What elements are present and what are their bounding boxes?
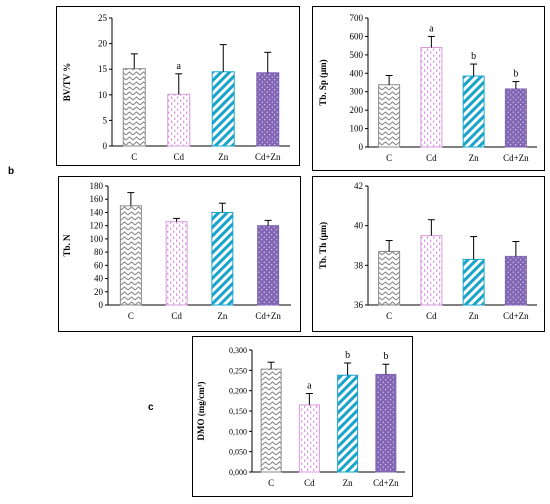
y-tick-label: 15	[98, 64, 108, 74]
y-axis-label: DMO (mg/cm³)	[196, 382, 206, 441]
y-tick-label: 0	[99, 300, 104, 310]
y-tick-label: 40	[354, 221, 364, 231]
x-tick-label: Cd+Zn	[255, 152, 281, 162]
y-tick-label: 0,050	[229, 448, 247, 457]
y-tick-label: 0,200	[229, 387, 247, 396]
x-tick-label: Zn	[218, 152, 228, 162]
y-axis-label: BV/TV %	[62, 63, 72, 102]
bar-cd-zn	[504, 255, 527, 306]
bar-cd	[420, 235, 443, 306]
bar-zn	[337, 374, 359, 473]
bar-zn	[462, 258, 485, 306]
x-tick-label: Cd+Zn	[373, 478, 399, 488]
x-tick-label: C	[386, 311, 392, 321]
y-tick-label: 0,000	[229, 468, 247, 477]
x-tick-label: Zn	[217, 311, 227, 321]
y-tick-label: 40	[94, 274, 104, 284]
x-tick-label: C	[131, 152, 137, 162]
y-tick-label: 42	[354, 181, 363, 191]
y-tick-label: 700	[350, 13, 364, 23]
x-tick-label: Cd+Zn	[503, 153, 529, 163]
x-tick-label: Zn	[343, 478, 353, 488]
bar-cd	[165, 221, 188, 306]
y-tick-label: 600	[350, 31, 364, 41]
bar-zn	[211, 211, 234, 306]
x-tick-label: Zn	[469, 311, 479, 321]
x-tick-label: Cd	[173, 152, 184, 162]
chart-bv-tv: 0 5 10 15 20 25 BV/TV % Ca Cd Zn Cd+Zn	[56, 6, 300, 166]
chart-tb-th: 36 38 40 42 Tb. Th (μm) C Cd Zn Cd+Zn	[312, 176, 545, 332]
y-tick-label: 200	[350, 105, 364, 115]
significance-label: a	[177, 61, 182, 72]
y-axis-label: Tb. Th (μm)	[318, 222, 328, 269]
y-tick-label: 0,100	[229, 427, 247, 436]
bar-zn	[462, 75, 485, 148]
bar-c	[378, 84, 401, 148]
y-tick-label: 20	[98, 39, 108, 49]
x-tick-label: Zn	[469, 153, 479, 163]
bar-cd	[298, 404, 320, 473]
y-tick-label: 0,300	[229, 346, 247, 355]
y-tick-label: 140	[90, 207, 104, 217]
significance-label: b	[513, 69, 518, 80]
bar-c	[119, 205, 142, 306]
y-tick-label: 25	[98, 13, 108, 23]
y-tick-label: 0,250	[229, 366, 247, 375]
x-tick-label: Cd	[171, 311, 182, 321]
y-tick-label: 10	[98, 90, 108, 100]
panel-label-c: c	[148, 402, 154, 413]
y-tick-label: 300	[350, 87, 364, 97]
significance-label: b	[345, 350, 350, 361]
panel-label-b: b	[8, 166, 15, 177]
chart-tb-sp: 0 100 200 300 400 500 600 700 Tb. Sp (μm) Ca Cd b Zn…	[312, 6, 545, 171]
x-tick-label: C	[386, 153, 392, 163]
y-tick-label: 0	[103, 141, 108, 151]
x-tick-label: Cd	[426, 153, 437, 163]
bar-cd-zn	[375, 373, 397, 473]
significance-label: b	[383, 351, 388, 362]
y-tick-label: 5	[103, 115, 108, 125]
chart-tb-n: 0 20 40 60 80 100 120 140 160 180 Tb. N C Cd Zn Cd+Zn	[58, 176, 301, 332]
y-tick-label: 20	[94, 287, 104, 297]
bar-c	[122, 68, 146, 147]
y-tick-label: 120	[90, 221, 104, 231]
significance-label: b	[471, 51, 476, 62]
y-tick-label: 180	[90, 181, 104, 191]
significance-label: a	[429, 23, 434, 34]
y-tick-label: 500	[350, 50, 364, 60]
y-axis-label: Tb. Sp (μm)	[318, 59, 328, 105]
y-tick-label: 0	[359, 142, 364, 152]
bar-cd-zn	[504, 88, 527, 148]
y-tick-label: 160	[90, 194, 104, 204]
y-tick-label: 60	[94, 260, 104, 270]
bar-c	[260, 368, 282, 473]
y-tick-label: 100	[90, 234, 104, 244]
bar-cd-zn	[257, 225, 280, 306]
y-tick-label: 400	[350, 68, 364, 78]
y-tick-label: 38	[354, 260, 364, 270]
y-tick-label: 80	[94, 247, 104, 257]
bar-cd	[167, 93, 191, 147]
y-tick-label: 0,150	[229, 407, 247, 416]
y-tick-label: 100	[350, 124, 364, 134]
x-tick-label: C	[268, 478, 274, 488]
y-axis-label: Tb. N	[62, 234, 72, 257]
bar-cd-zn	[256, 72, 280, 147]
bar-c	[378, 250, 401, 306]
x-tick-label: Cd	[304, 478, 315, 488]
significance-label: a	[307, 381, 312, 392]
x-tick-label: Cd	[426, 311, 437, 321]
y-tick-label: 36	[354, 300, 364, 310]
bar-zn	[211, 71, 235, 147]
x-tick-label: Cd+Zn	[255, 311, 281, 321]
chart-dmo: 0,000 0,050 0,100 0,150 0,200 0,250 0,300 DMO (…	[192, 336, 413, 497]
bar-cd	[420, 46, 443, 148]
x-tick-label: Cd+Zn	[503, 311, 529, 321]
x-tick-label: C	[128, 311, 134, 321]
